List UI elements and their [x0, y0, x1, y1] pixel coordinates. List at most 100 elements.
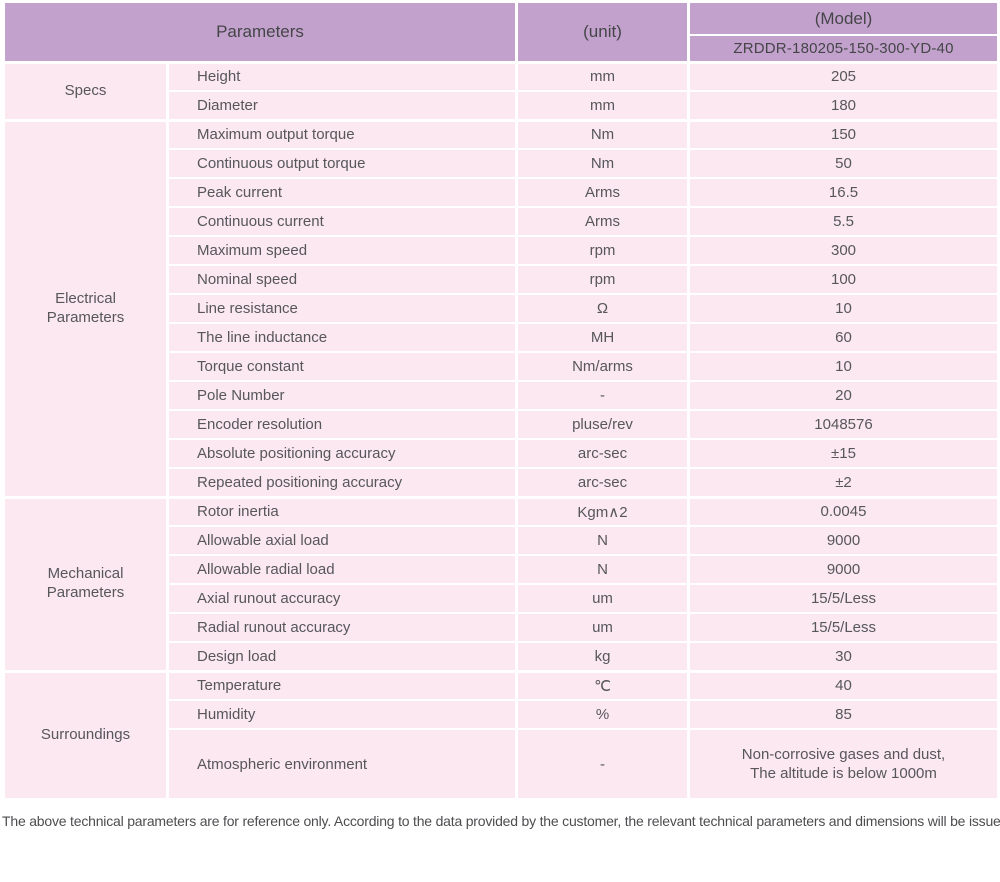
section-label-surroundings: Surroundings: [2, 669, 169, 800]
parameter-cell: Peak current: [166, 177, 518, 208]
unit-cell: Kgm∧2: [515, 495, 690, 527]
unit-cell: arc-sec: [515, 467, 690, 498]
parameter-cell: Pole Number: [166, 380, 518, 411]
value-cell: 180: [687, 90, 1000, 121]
value-cell: 15/5/Less: [687, 612, 1000, 643]
header-parameters: Parameters: [2, 1, 518, 63]
parameter-cell: Radial runout accuracy: [166, 612, 518, 643]
table-row: Line resistance Ω 10: [4, 293, 1000, 324]
unit-cell: Arms: [515, 177, 690, 208]
table-row: Allowable radial load N 9000: [4, 554, 1000, 585]
parameter-cell: Height: [166, 60, 518, 92]
table-header: Parameters (unit) (Model) ZRDDR-180205-1…: [2, 1, 1000, 63]
unit-cell: pluse/rev: [515, 409, 690, 440]
parameter-cell: Design load: [166, 641, 518, 672]
table-row: Specs Height mm 205: [2, 60, 1000, 121]
table-row: Surroundings Temperature ℃ 40: [2, 669, 1000, 800]
table-row: Humidity% 85: [4, 699, 1000, 730]
value-cell: 205: [687, 60, 1000, 92]
unit-cell: -: [515, 728, 690, 800]
unit-cell: kg: [515, 641, 690, 672]
table-row: Diameter mm 180: [4, 90, 1000, 121]
table-row: Peak current Arms 16.5: [4, 177, 1000, 208]
unit-cell: %: [515, 699, 690, 730]
value-cell: 300: [687, 235, 1000, 266]
value-cell: 85: [687, 699, 1000, 730]
table-row: Electrical Parameters Maximum output torq…: [2, 118, 1000, 498]
table-row: Encoder resolution pluse/rev 1048576: [4, 409, 1000, 440]
table-row: Repeated positioning accuracy arc-sec ±2: [4, 467, 1000, 498]
parameter-cell: Temperature: [166, 669, 518, 701]
parameter-cell: Humidity: [166, 699, 518, 730]
unit-cell: N: [515, 554, 690, 585]
header-unit: (unit): [515, 1, 690, 63]
unit-cell: ℃: [515, 669, 690, 701]
table-row: Absolute positioning accuracy arc-sec ±15: [4, 438, 1000, 469]
value-cell: 10: [687, 293, 1000, 324]
table-row: Nominal speed rpm 100: [4, 264, 1000, 295]
unit-cell: Nm: [515, 118, 690, 150]
spec-sheet-page: Parameters (unit) (Model) ZRDDR-180205-1…: [2, 1, 1000, 829]
value-cell: 60: [687, 322, 1000, 353]
table-row: Design load kg 30: [4, 641, 1000, 672]
value-cell: 30: [687, 641, 1000, 672]
value-cell: 15/5/Less: [687, 583, 1000, 614]
value-cell: 150: [687, 118, 1000, 150]
table-row: Mechanical Parameters Rotor inertia Kgm∧2 0…: [2, 495, 1000, 672]
unit-cell: Nm/arms: [515, 351, 690, 382]
unit-cell: -: [515, 380, 690, 411]
parameter-cell: Nominal speed: [166, 264, 518, 295]
table-row: Torque constant Nm/arms 10: [4, 351, 1000, 382]
table-row: Maximum speed rpm 300: [4, 235, 1000, 266]
value-cell: 9000: [687, 525, 1000, 556]
table-row: The line inductance MH 60: [4, 322, 1000, 353]
parameter-cell: Continuous output torque: [166, 148, 518, 179]
parameter-cell: Absolute positioning accuracy: [166, 438, 518, 469]
table-body: Specs Height mm 205 Diameter mm 180 Electrical …: [2, 60, 1000, 800]
parameter-cell: Continuous current: [166, 206, 518, 237]
parameter-cell: Diameter: [166, 90, 518, 121]
unit-cell: MH: [515, 322, 690, 353]
unit-cell: mm: [515, 60, 690, 92]
unit-cell: rpm: [515, 264, 690, 295]
parameter-cell: Line resistance: [166, 293, 518, 324]
unit-cell: rpm: [515, 235, 690, 266]
value-cell: 20: [687, 380, 1000, 411]
parameters-table: Parameters (unit) (Model) ZRDDR-180205-1…: [2, 1, 1000, 800]
value-cell: Non-corrosive gases and dust, The altitu…: [687, 728, 1000, 800]
header-model: (Model): [687, 1, 1000, 36]
value-cell: ±2: [687, 467, 1000, 498]
parameter-cell: Maximum speed: [166, 235, 518, 266]
value-cell: ±15: [687, 438, 1000, 469]
table-row: Allowable axial load N 9000: [4, 525, 1000, 556]
value-cell: 0.0045: [687, 495, 1000, 527]
value-cell: 50: [687, 148, 1000, 179]
unit-cell: arc-sec: [515, 438, 690, 469]
table-row: Continuous current Arms 5.5: [4, 206, 1000, 237]
table-row: Continuous output torque Nm 50: [4, 148, 1000, 179]
parameter-cell: Repeated positioning accuracy: [166, 467, 518, 498]
parameter-cell: Encoder resolution: [166, 409, 518, 440]
header-model-value: ZRDDR-180205-150-300-YD-40: [687, 34, 1000, 63]
parameter-cell: The line inductance: [166, 322, 518, 353]
parameter-cell: Atmospheric environment: [166, 728, 518, 800]
table-row: Pole Number -20: [4, 380, 1000, 411]
parameter-cell: Maximum output torque: [166, 118, 518, 150]
parameter-cell: Allowable radial load: [166, 554, 518, 585]
parameter-cell: Torque constant: [166, 351, 518, 382]
footer-note: The above technical parameters are for r…: [2, 813, 1000, 829]
value-cell: 16.5: [687, 177, 1000, 208]
table-row: Axial runout accuracy um 15/5/Less: [4, 583, 1000, 614]
value-cell: 9000: [687, 554, 1000, 585]
parameter-cell: Axial runout accuracy: [166, 583, 518, 614]
unit-cell: Arms: [515, 206, 690, 237]
unit-cell: Ω: [515, 293, 690, 324]
section-label-mechanical-parameters: Mechanical Parameters: [2, 495, 169, 672]
parameter-cell: Allowable axial load: [166, 525, 518, 556]
value-cell: 10: [687, 351, 1000, 382]
unit-cell: Nm: [515, 148, 690, 179]
value-cell: 100: [687, 264, 1000, 295]
section-label-specs: Specs: [2, 60, 169, 121]
unit-cell: um: [515, 583, 690, 614]
section-label-electrical-parameters: Electrical Parameters: [2, 118, 169, 498]
